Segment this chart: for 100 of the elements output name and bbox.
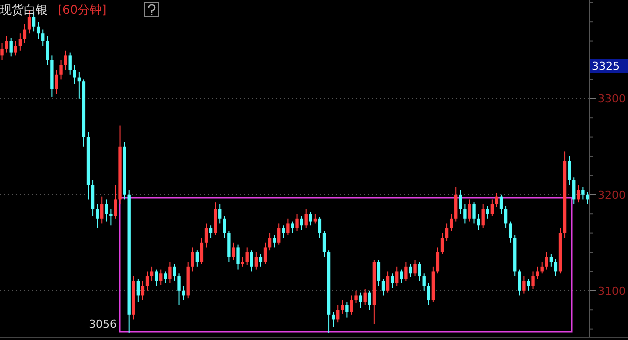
candlestick: [364, 288, 367, 306]
candlestick: [282, 225, 286, 239]
candlestick: [304, 208, 308, 230]
candlestick: [14, 40, 18, 56]
candlestick: [464, 204, 467, 224]
candlestick: [436, 247, 440, 274]
candlestick: [518, 269, 522, 296]
candlestick: [46, 36, 50, 66]
candlestick: [404, 262, 408, 282]
candlestick: [146, 271, 150, 292]
candlestick: [55, 70, 58, 95]
candlestick: [440, 232, 444, 255]
candlestick: [336, 304, 340, 324]
candlestick: [286, 218, 290, 236]
candlestick: [568, 156, 572, 186]
candlestick: [482, 204, 485, 230]
candlestick: [522, 276, 526, 294]
candlestick: [554, 258, 558, 278]
candlestick: [490, 199, 494, 217]
candlestick: [382, 278, 386, 296]
candlestick: [154, 269, 158, 287]
candlestick: [400, 269, 404, 284]
candlestick: [168, 262, 172, 284]
annotation: 3056: [89, 318, 118, 331]
candlestick: [354, 290, 358, 304]
candlestick: [296, 214, 299, 232]
candlestick: [368, 290, 372, 311]
candlestick: [359, 292, 362, 309]
candlestick: [178, 273, 181, 306]
candlestick: [454, 186, 458, 222]
candlestick: [150, 266, 154, 282]
candlestick: [318, 216, 322, 239]
text: 3325: [592, 60, 620, 73]
candlestick: [577, 184, 580, 204]
candlestick: [472, 202, 476, 224]
candlestick: [396, 266, 399, 287]
candlestick: [527, 278, 530, 292]
candlestick: [60, 60, 63, 80]
candlestick: [110, 208, 113, 226]
candlestick: [96, 204, 100, 230]
candlestick: [223, 216, 226, 239]
candlestick: [532, 271, 535, 290]
candlestick: [114, 184, 118, 220]
candlestick: [586, 192, 590, 206]
candlestick: [73, 64, 76, 85]
candlestick: [264, 242, 268, 265]
candlestick: [160, 269, 163, 286]
chart-subtitle: [60分钟]: [58, 3, 107, 17]
candlestick: [445, 223, 449, 242]
chart-title: 现货白银: [0, 3, 48, 17]
candlestick: [250, 250, 254, 272]
candlestick: [422, 273, 426, 292]
candlestick: [105, 199, 108, 222]
candlestick: [18, 33, 22, 52]
candlestick: [204, 223, 208, 248]
candlestick: [173, 264, 176, 282]
candlestick: [36, 22, 40, 40]
candlestick: [414, 260, 417, 278]
candlestick: [182, 286, 186, 302]
candlestick: [68, 52, 72, 76]
candlestick: [268, 232, 272, 252]
candlestick: [427, 282, 430, 306]
candlestick: [164, 271, 168, 284]
candlestick: [390, 273, 394, 289]
candlestick: [191, 247, 194, 272]
candlestick: [42, 29, 45, 47]
candlestick: [23, 24, 27, 44]
y-tick-label: 3100: [598, 284, 626, 298]
candlestick: [218, 204, 222, 224]
candlestick: [582, 186, 585, 200]
candlestick: [291, 221, 294, 234]
candlestick: [545, 252, 548, 270]
candlestick: [508, 221, 512, 244]
candlestick: [572, 177, 576, 206]
candlestick: [418, 262, 422, 282]
candlestick: [100, 196, 104, 224]
candlestick: [377, 260, 381, 287]
candlestick: [536, 266, 540, 280]
candlestick: [300, 216, 304, 231]
candlestick: [450, 214, 454, 232]
candlestick: [5, 36, 8, 54]
candlestick: [504, 206, 508, 230]
candlestick: [228, 230, 231, 263]
candlestick: [236, 244, 240, 270]
candlestick: [309, 212, 312, 226]
candlestick: [272, 234, 276, 248]
candlestick: [386, 271, 390, 294]
candlestick: [200, 238, 204, 265]
candlestick: [209, 225, 213, 239]
candlestick: [232, 242, 236, 261]
candlestick: [278, 223, 281, 246]
candlestick: [141, 280, 145, 302]
candlestick: [10, 38, 13, 58]
candlestick: [468, 199, 472, 222]
candlestick: [495, 192, 499, 208]
candlestick: [254, 252, 258, 270]
candlestick: [314, 214, 318, 224]
candlestick: [459, 190, 462, 215]
y-tick-label: 3200: [598, 188, 626, 202]
candlestick: [500, 194, 504, 215]
